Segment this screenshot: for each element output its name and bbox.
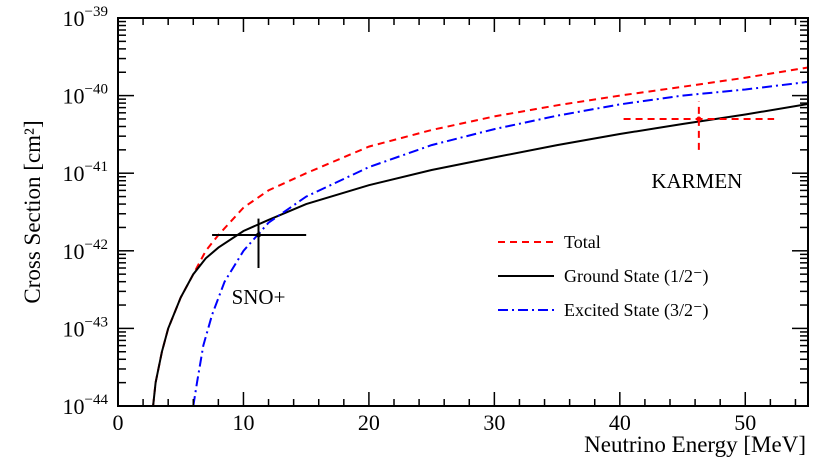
tick-label-group: 0 10 20 30 40 50 10−44 10−43 10−42 10−41 10−40 10−3… — [63, 4, 757, 435]
y-tick-label-0: 10−44 — [63, 392, 109, 419]
x-tick-label-0: 0 — [113, 410, 124, 435]
y-tick-label-4: 10−40 — [63, 82, 108, 109]
y-tick-label-3: 10−41 — [63, 159, 108, 186]
tick-group — [117, 18, 808, 407]
x-tick-label-4: 40 — [609, 410, 631, 435]
series-group — [152, 66, 808, 406]
series-line-2 — [192, 80, 808, 406]
legend-label-0: Total — [564, 232, 601, 252]
legend-label-1: Ground State (1/2⁻) — [564, 266, 708, 287]
plot-frame — [117, 17, 809, 407]
x-tick-label-2: 20 — [358, 410, 380, 435]
measurement-0-point — [256, 232, 262, 238]
x-tick-label-1: 10 — [232, 410, 254, 435]
y-tick-label-2: 10−42 — [63, 237, 108, 264]
legend: Total Ground State (1/2⁻) Excited State (3… — [498, 232, 708, 321]
x-tick-label-5: 50 — [734, 410, 756, 435]
x-axis-label: Neutrino Energy [MeV] — [584, 432, 806, 457]
legend-label-2: Excited State (3/2⁻) — [564, 300, 708, 321]
y-tick-label-1: 10−43 — [63, 314, 108, 341]
measurement-label-0: SNO+ — [232, 285, 286, 309]
x-tick-label-3: 30 — [483, 410, 505, 435]
y-axis-label: Cross Section [cm²] — [20, 120, 45, 303]
y-tick-label-5: 10−39 — [63, 4, 108, 31]
series-line-0 — [152, 66, 808, 406]
measurement-label-1: KARMEN — [651, 169, 742, 193]
series-line-1 — [152, 103, 808, 406]
measurement-1-point — [696, 116, 702, 122]
measurement-group: SNO+ KARMEN — [212, 101, 775, 309]
